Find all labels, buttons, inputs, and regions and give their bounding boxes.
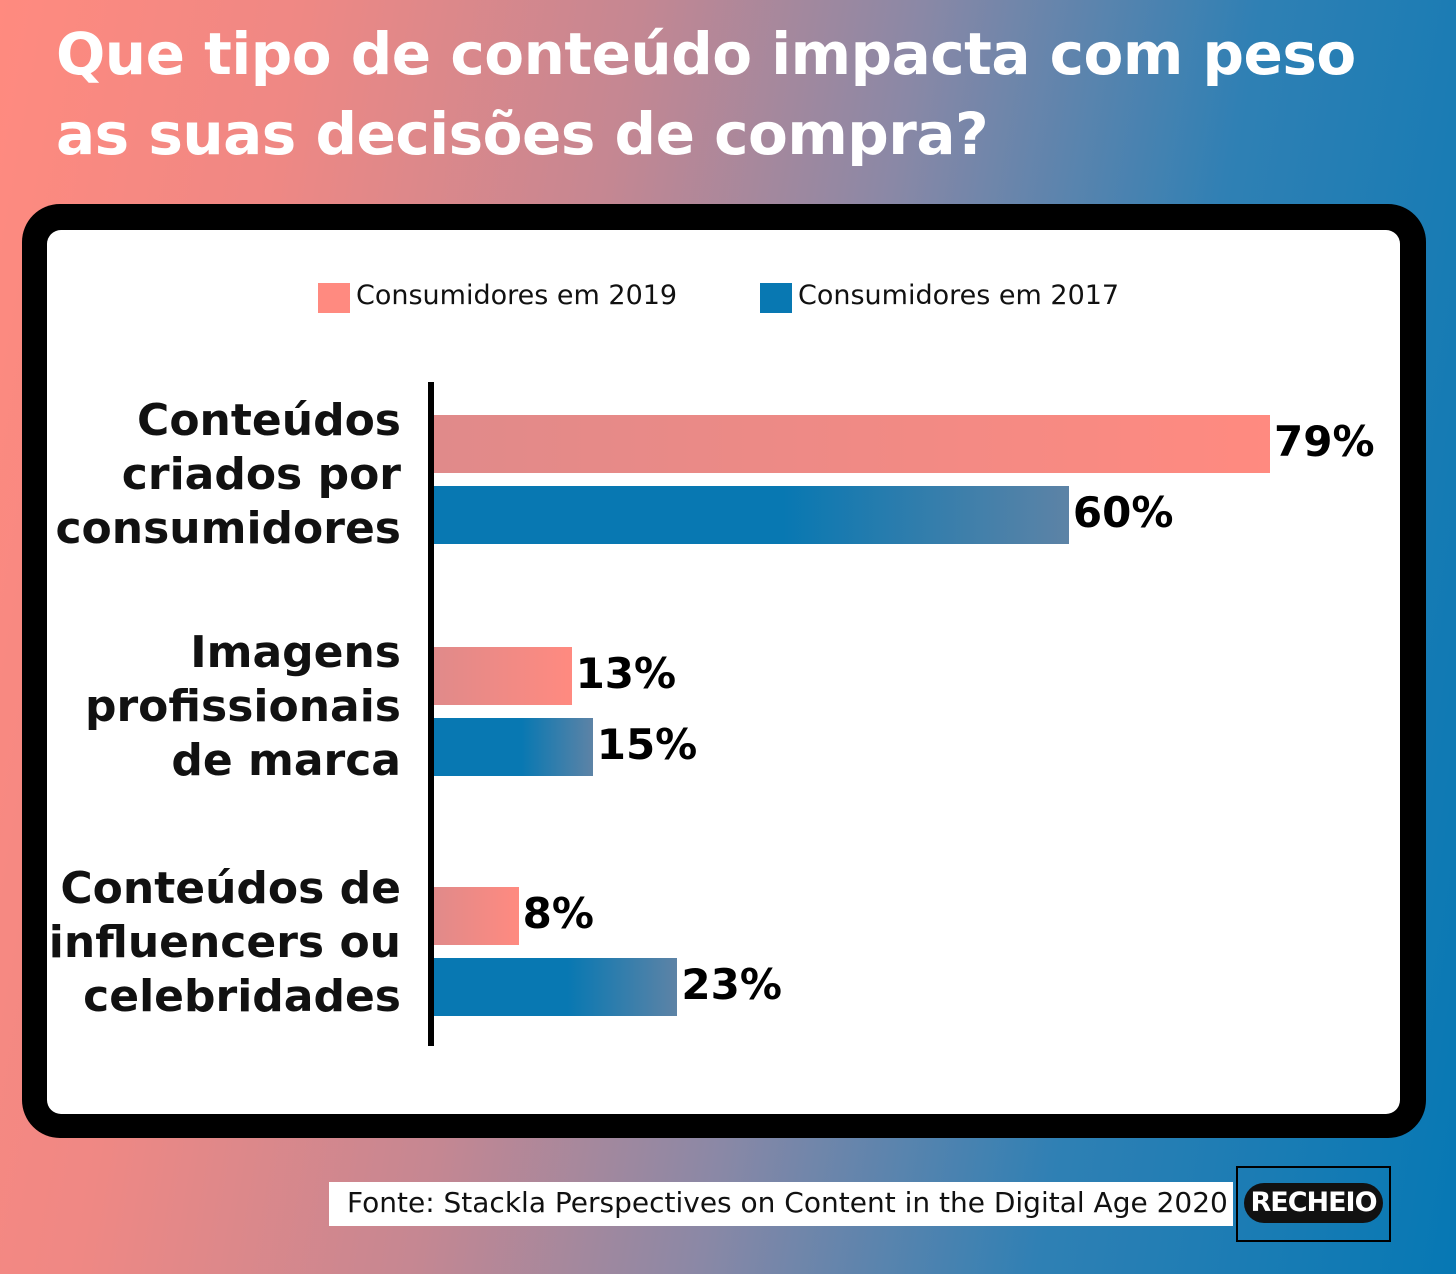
legend-swatch-2017 xyxy=(760,283,792,313)
bar-influencer-content-2019 xyxy=(434,887,519,945)
value-label-brand-images-2017: 15% xyxy=(596,720,698,769)
chart-title: Que tipo de conteúdo impacta com peso as… xyxy=(56,20,1356,168)
value-label-influencer-content-2017: 23% xyxy=(681,960,782,1009)
value-label-influencer-content-2019: 8% xyxy=(522,889,594,938)
source-text: Fonte: Stackla Perspectives on Content i… xyxy=(347,1186,1228,1219)
value-label-consumer-content-2019: 79% xyxy=(1274,417,1375,466)
bar-consumer-content-2017 xyxy=(434,486,1069,544)
value-label-brand-images-2019: 13% xyxy=(575,649,677,698)
recheio-logo: RECHEIO xyxy=(1236,1166,1391,1242)
category-label-influencer-content: Conteúdos de influencers ou celebridades xyxy=(48,863,401,1022)
legend-label-2017: Consumidores em 2017 xyxy=(798,280,1120,311)
source-box: Fonte: Stackla Perspectives on Content i… xyxy=(329,1182,1233,1226)
bar-brand-images-2017 xyxy=(434,718,593,776)
legend-swatch-2019 xyxy=(318,283,350,313)
bar-consumer-content-2019 xyxy=(434,415,1270,473)
y-axis-line xyxy=(428,382,434,1046)
category-label-consumer-content: Conteúdos criados por consumidores xyxy=(55,395,401,554)
legend-label-2019: Consumidores em 2019 xyxy=(356,280,678,311)
bar-brand-images-2019 xyxy=(434,647,572,705)
category-label-brand-images: Imagens profissionais de marca xyxy=(84,627,401,786)
value-label-consumer-content-2017: 60% xyxy=(1072,488,1174,537)
bar-influencer-content-2017 xyxy=(434,958,678,1016)
chart-card xyxy=(47,230,1400,1114)
logo-text: RECHEIO xyxy=(1244,1183,1383,1223)
